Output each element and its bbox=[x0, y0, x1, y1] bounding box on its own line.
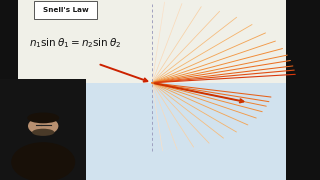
FancyBboxPatch shape bbox=[34, 1, 97, 19]
Ellipse shape bbox=[11, 142, 75, 180]
Text: Snell's Law: Snell's Law bbox=[43, 7, 88, 13]
Bar bbox=[0, 79, 86, 180]
Ellipse shape bbox=[32, 129, 54, 136]
Ellipse shape bbox=[28, 117, 59, 135]
Bar bbox=[18, 0, 286, 180]
Ellipse shape bbox=[27, 112, 59, 123]
Text: $n_1 \sin\theta_1 = n_2 \sin\theta_2$: $n_1 \sin\theta_1 = n_2 \sin\theta_2$ bbox=[29, 36, 121, 50]
Bar bbox=[18, 83, 286, 180]
